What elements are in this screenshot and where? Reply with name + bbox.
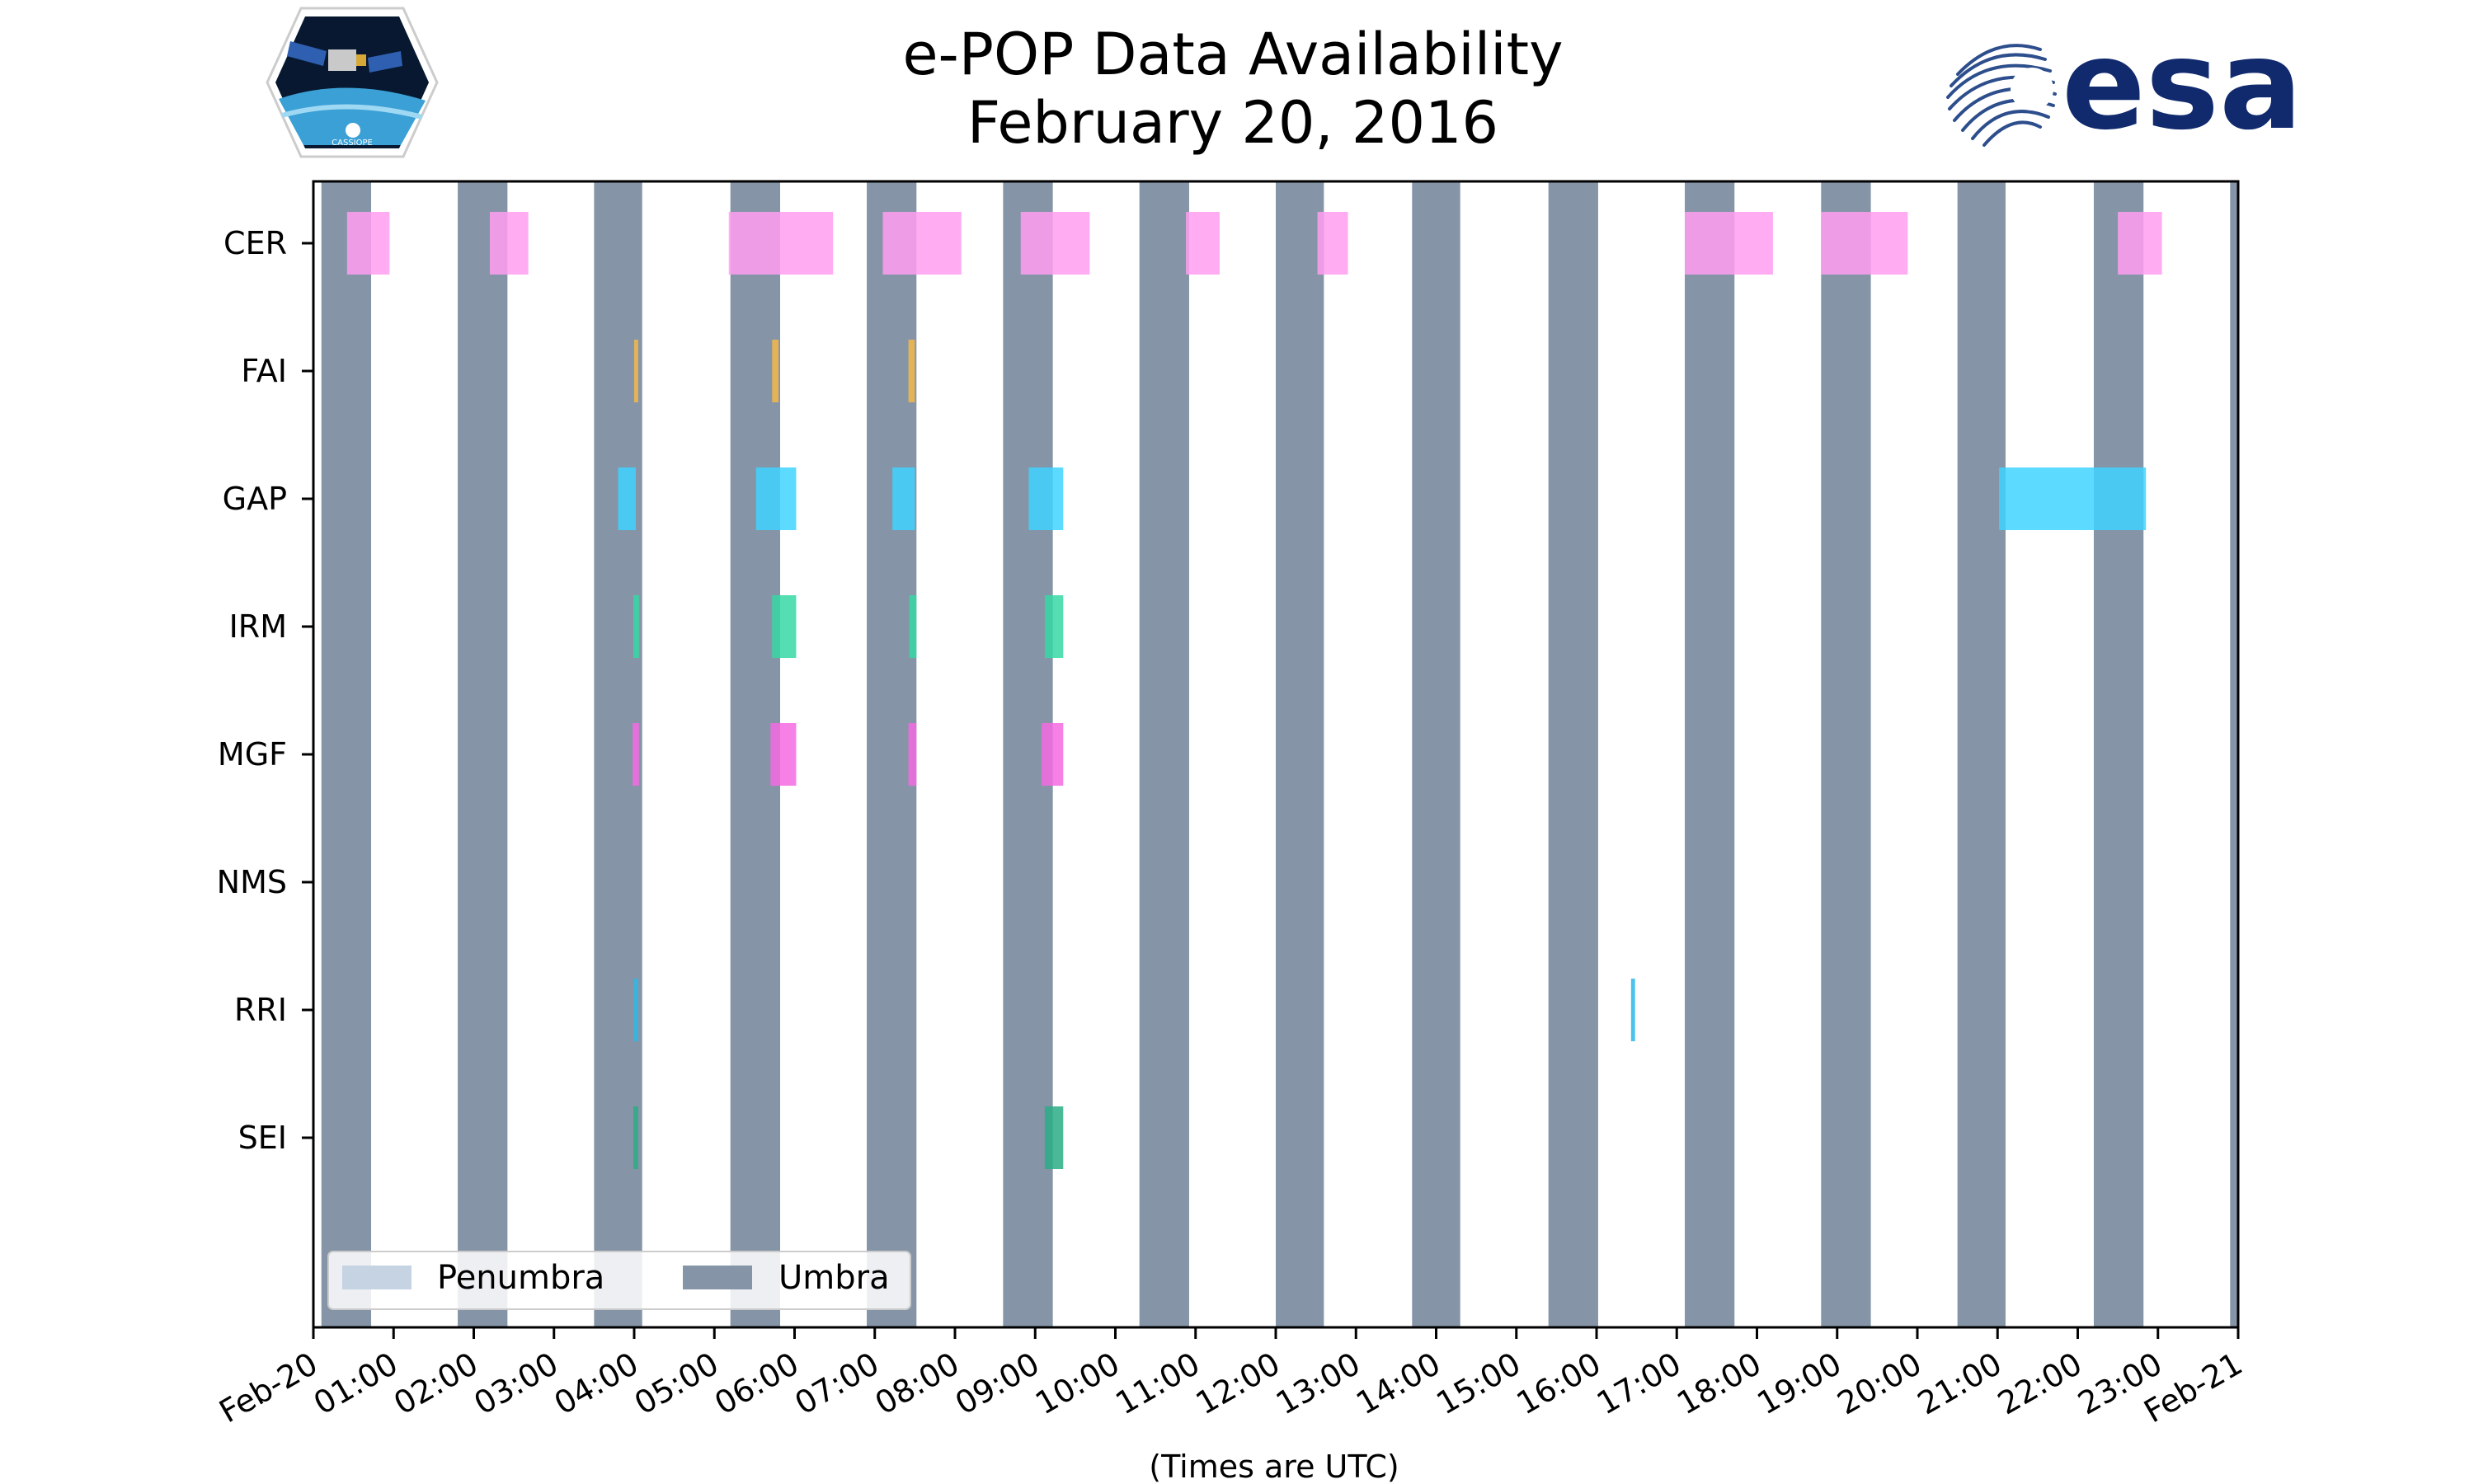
availability-bar-fai [634, 340, 638, 402]
x-tick-label: 06:00 [708, 1345, 805, 1422]
legend-swatch-penumbra [342, 1266, 412, 1289]
availability-bar-fai [772, 340, 779, 402]
y-tick-label: GAP [223, 481, 287, 517]
x-tick-label: Feb-20 [213, 1345, 323, 1430]
esa-logo: esa [1945, 14, 2302, 157]
availability-bar-gap [1028, 467, 1064, 530]
y-tick-label: CER [223, 225, 287, 261]
x-tick-label: 07:00 [788, 1345, 885, 1422]
availability-bar-gap [1999, 467, 2147, 530]
x-tick-label: 10:00 [1029, 1345, 1126, 1422]
availability-bar-gap [892, 467, 915, 530]
esa-logo-text: esa [2062, 14, 2302, 157]
x-tick-label: 08:00 [869, 1345, 966, 1422]
legend: Penumbra Umbra [327, 1251, 911, 1310]
availability-bar-irm [1044, 595, 1064, 658]
satellite-icon [287, 41, 402, 73]
umbra-band [2230, 181, 2238, 1327]
x-tick-label: 02:00 [388, 1345, 484, 1422]
x-tick-label: 13:00 [1270, 1345, 1366, 1422]
umbra-band [321, 181, 372, 1327]
y-tick-label: RRI [234, 992, 287, 1028]
availability-bar-gap [755, 467, 797, 530]
umbra-bands [321, 181, 2238, 1327]
umbra-band [1548, 181, 1598, 1327]
chart-title-line-2: February 20, 2016 [967, 89, 1498, 157]
chart-title-line-1: e-POP Data Availability [902, 21, 1563, 88]
availability-bar-sei [1044, 1106, 1064, 1169]
y-tick-label: IRM [229, 608, 287, 645]
x-tick-label: 19:00 [1751, 1345, 1847, 1422]
y-tick-label: MGF [218, 736, 287, 773]
x-axis: Feb-2001:0002:0003:0004:0005:0006:0007:0… [213, 1327, 2249, 1430]
x-tick-label: 12:00 [1190, 1345, 1286, 1422]
availability-bar-sei [633, 1106, 638, 1169]
x-tick-label: 14:00 [1350, 1345, 1446, 1422]
legend-label-umbra: Umbra [778, 1259, 890, 1297]
cassiope-logo-text: CASSIOPE [332, 139, 373, 148]
availability-bar-cer [1317, 212, 1348, 275]
x-tick-label: 09:00 [949, 1345, 1046, 1422]
availability-bar-irm [633, 595, 639, 658]
x-tick-label: 15:00 [1430, 1345, 1526, 1422]
x-axis-label: (Times are UTC) [1149, 1449, 1399, 1484]
availability-bar-mgf [770, 723, 797, 786]
x-tick-label: 17:00 [1591, 1345, 1687, 1422]
x-tick-label: 22:00 [1992, 1345, 2088, 1422]
legend-box [327, 1251, 911, 1310]
availability-bar-rri [1630, 979, 1635, 1041]
umbra-band [1412, 181, 1460, 1327]
x-tick-label: 05:00 [628, 1345, 725, 1422]
umbra-band [1139, 181, 1189, 1327]
x-tick-label: 04:00 [548, 1345, 645, 1422]
umbra-band [1684, 181, 1735, 1327]
availability-bar-cer [489, 212, 529, 275]
availability-bar-cer [728, 212, 834, 275]
x-tick-label: 18:00 [1671, 1345, 1767, 1422]
x-tick-label: 11:00 [1109, 1345, 1206, 1422]
umbra-band [458, 181, 508, 1327]
x-tick-label: 16:00 [1511, 1345, 1607, 1422]
cassiope-logo: CASSIOPE [266, 7, 439, 158]
legend-label-penumbra: Penumbra [437, 1259, 604, 1297]
availability-bar-mgf [1042, 723, 1064, 786]
y-tick-label: NMS [217, 864, 287, 900]
availability-bar-cer [2118, 212, 2162, 275]
availability-bar-cer [346, 212, 390, 275]
availability-bar-cer [1684, 212, 1773, 275]
availability-bars [346, 212, 2162, 1169]
y-tick-label: SEI [238, 1120, 287, 1156]
umbra-band [1821, 181, 1871, 1327]
x-tick-label: 01:00 [308, 1345, 404, 1422]
availability-bar-rri [634, 979, 638, 1041]
availability-bar-irm [772, 595, 797, 658]
availability-bar-irm [909, 595, 917, 658]
availability-bar-cer [882, 212, 962, 275]
availability-bar-gap [618, 467, 636, 530]
umbra-band [1276, 181, 1324, 1327]
x-tick-label: 21:00 [1912, 1345, 2008, 1422]
availability-bar-cer [1020, 212, 1090, 275]
x-tick-label: 20:00 [1832, 1345, 1928, 1422]
umbra-band [2093, 181, 2144, 1327]
availability-bar-cer [1186, 212, 1220, 275]
y-tick-label: FAI [241, 353, 287, 389]
y-axis: CER FAI GAP IRM MGF NMS RRI SEI [217, 225, 313, 1156]
availability-bar-fai [908, 340, 915, 402]
umbra-band [867, 181, 917, 1327]
x-tick-label: 03:00 [468, 1345, 564, 1422]
availability-bar-mgf [908, 723, 917, 786]
availability-bar-mgf [633, 723, 639, 786]
legend-swatch-umbra [683, 1266, 752, 1289]
umbra-band [1957, 181, 2006, 1327]
availability-bar-cer [1821, 212, 1908, 275]
plot-area: CER FAI GAP IRM MGF NMS RRI SEI Feb-2001:0002:0… [213, 180, 2249, 1430]
